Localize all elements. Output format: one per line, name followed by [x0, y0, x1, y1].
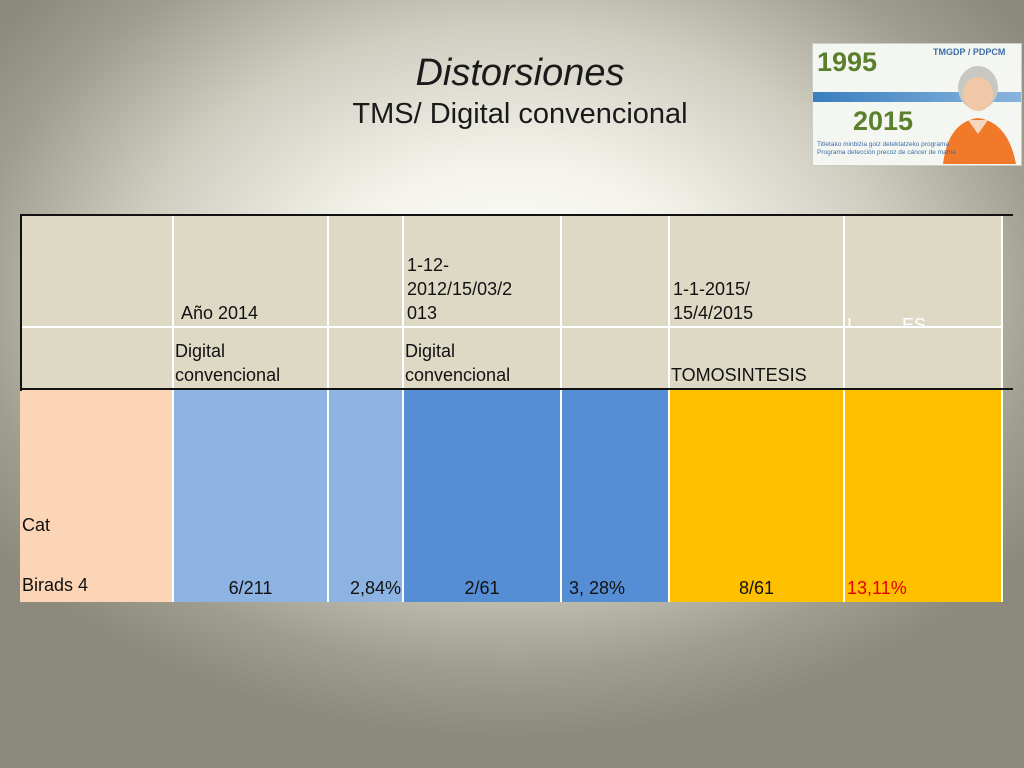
logo-year-end: 2015	[853, 106, 914, 136]
header-year-2014: Año 2014	[173, 214, 328, 327]
value-cell: 8/61	[669, 390, 844, 602]
grid-line	[327, 214, 329, 602]
header-period-2015: 1-1-2015/ 15/4/2015	[669, 214, 844, 327]
header-cell-empty	[20, 327, 173, 389]
grid-line	[172, 214, 174, 602]
header-cut-label: I..........ES	[844, 214, 1002, 327]
grid-line	[560, 214, 562, 602]
portrait-icon	[943, 66, 1016, 164]
header-cell-empty	[328, 327, 403, 389]
grid-line	[20, 326, 1003, 328]
logo-band	[813, 92, 1021, 102]
header-period-2012-2013: 1-12- 2012/15/03/2 013	[403, 214, 561, 327]
results-table: Año 2014 1-12- 2012/15/03/2 013 1-1-2015…	[20, 214, 1013, 602]
value-cell: 3, 28%	[561, 390, 669, 602]
table-border	[20, 388, 1013, 390]
header-cell-empty	[561, 327, 669, 389]
header-cell-empty	[561, 214, 669, 327]
title-block: Distorsiones TMS/ Digital convencional	[260, 50, 780, 132]
logo-tag: TMGDP / PDPCM	[933, 47, 1006, 57]
header-digital-convencional-2014: Digital convencional	[173, 327, 328, 389]
grid-line	[843, 214, 845, 602]
header-digital-convencional-2012: Digital convencional	[403, 327, 561, 389]
table-border	[20, 214, 1013, 216]
grid-line	[1001, 214, 1003, 602]
slide-subtitle: TMS/ Digital convencional	[352, 98, 688, 130]
row-label-birads: Cat Birads 4	[20, 390, 173, 602]
logo-year-start: 1995	[817, 47, 878, 77]
header-cell-empty	[328, 214, 403, 327]
grid-line	[668, 214, 670, 602]
header-cell-empty	[844, 327, 1002, 389]
value-cell: 2,84%	[328, 390, 403, 602]
value-cell: 2/61	[403, 390, 561, 602]
program-logo: 1995 TMGDP / PDPCM 2015 Titietako minbiz…	[812, 43, 1022, 166]
logo-caption: Titietako minbizia goiz detektatzeko pro…	[817, 141, 956, 156]
table-border	[20, 214, 22, 391]
value-cell-highlight: 13,11%	[844, 390, 1002, 602]
slide-title: Distorsiones	[415, 52, 625, 94]
header-cell-empty	[20, 214, 173, 327]
header-tomosintesis: TOMOSINTESIS	[669, 327, 844, 389]
grid-line	[402, 214, 404, 602]
value-cell: 6/211	[173, 390, 328, 602]
